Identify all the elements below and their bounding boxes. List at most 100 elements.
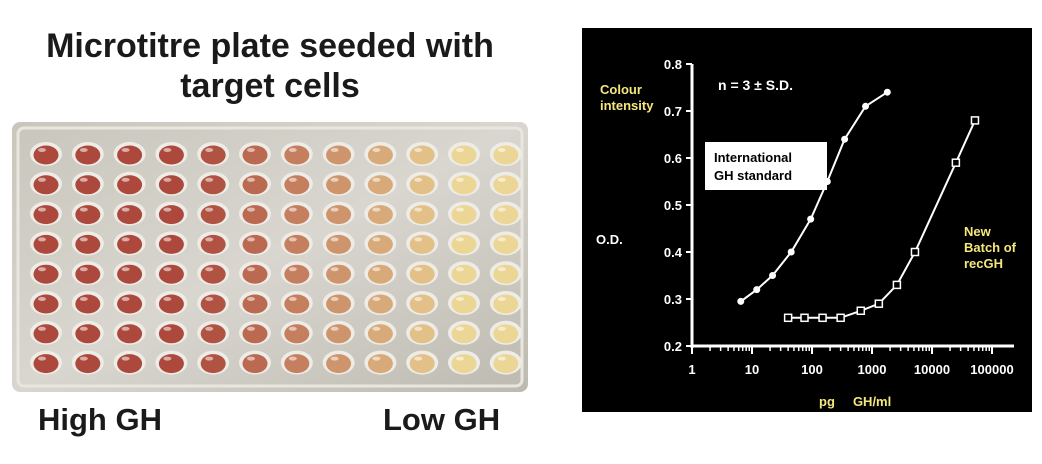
well-highlight: [414, 148, 423, 152]
well: [326, 175, 352, 195]
well: [200, 234, 226, 254]
well-highlight: [247, 297, 255, 301]
caption-low-gh: Low GH: [383, 402, 501, 437]
well: [33, 264, 59, 284]
well: [158, 324, 184, 344]
chart-background: [582, 28, 1032, 412]
plate-title-line-1: Microtitre plate seeded with: [46, 27, 494, 65]
well: [409, 234, 435, 254]
well-highlight: [330, 267, 339, 272]
well: [367, 324, 393, 344]
data-point: [818, 313, 827, 323]
well: [284, 145, 310, 165]
well: [200, 264, 226, 284]
well-highlight: [163, 177, 172, 182]
y-tick-label: 0.5: [664, 198, 682, 213]
y-axis-label: O.D.: [596, 232, 623, 247]
well-highlight: [497, 207, 506, 212]
well: [493, 324, 519, 344]
well: [158, 264, 184, 284]
well-highlight: [330, 297, 339, 301]
well-highlight: [414, 237, 423, 242]
well-highlight: [79, 207, 88, 212]
well: [75, 264, 101, 284]
well-highlight: [121, 237, 130, 242]
well: [158, 294, 184, 314]
well: [158, 234, 184, 254]
well-highlight: [121, 177, 130, 182]
data-point: [787, 248, 795, 256]
well: [200, 145, 226, 165]
well: [242, 234, 268, 254]
well: [284, 205, 310, 225]
well-highlight: [121, 297, 130, 301]
chart-axes: [686, 63, 1014, 354]
well: [493, 264, 519, 284]
well-highlight: [163, 237, 172, 242]
well: [284, 175, 310, 195]
well-highlight: [372, 267, 381, 272]
well-highlight: [288, 326, 297, 331]
well-highlight: [247, 267, 255, 272]
y-tick-labels: 0.2 0.3 0.4 0.5 0.6 0.7 0.8: [664, 57, 683, 354]
well: [117, 205, 143, 225]
well: [409, 294, 435, 314]
well-highlight: [163, 267, 172, 272]
well: [117, 264, 143, 284]
well-highlight: [38, 356, 46, 361]
series-new-batch: [783, 116, 980, 323]
well-highlight: [38, 267, 46, 272]
well-highlight: [79, 326, 88, 331]
data-point: [856, 306, 866, 315]
well: [158, 175, 184, 195]
well: [451, 175, 477, 195]
well-highlight: [205, 148, 214, 152]
well-highlight: [163, 326, 172, 331]
well-highlight: [456, 148, 464, 152]
well: [117, 234, 143, 254]
dose-response-chart: 0.2 0.3 0.4 0.5 0.6 0.7 0.8 1 10 100 1000 10000 100…: [582, 28, 1032, 412]
well-highlight: [372, 297, 381, 301]
well: [367, 145, 393, 165]
well: [493, 294, 519, 314]
well: [117, 294, 143, 314]
well: [367, 354, 393, 374]
well-highlight: [288, 356, 297, 361]
caption-high-gh: High GH: [38, 402, 162, 437]
well-highlight: [372, 148, 381, 152]
well: [117, 324, 143, 344]
well-highlight: [121, 267, 130, 272]
well-highlight: [372, 177, 381, 182]
data-point: [874, 299, 884, 308]
well: [117, 354, 143, 374]
well: [451, 264, 477, 284]
well-highlight: [79, 237, 88, 242]
legend-international-standard: International GH standard: [714, 150, 792, 183]
plate-rim: [16, 126, 524, 388]
well: [33, 294, 59, 314]
well: [493, 145, 519, 165]
well: [451, 234, 477, 254]
x-tick-labels: 1 10 100 1000 10000 100000: [688, 362, 1013, 377]
well-highlight: [205, 177, 214, 182]
well: [158, 354, 184, 374]
well-highlight: [456, 326, 464, 331]
well: [367, 175, 393, 195]
well: [33, 324, 59, 344]
well: [451, 354, 477, 374]
well-highlight: [414, 297, 423, 301]
well: [326, 145, 352, 165]
well: [451, 205, 477, 225]
well-highlight: [163, 297, 172, 301]
data-point: [841, 135, 849, 143]
well: [284, 264, 310, 284]
well-highlight: [372, 326, 381, 331]
well-highlight: [163, 207, 172, 212]
well: [284, 294, 310, 314]
annotation-n: n = 3 ± S.D.: [718, 77, 793, 93]
well: [242, 145, 268, 165]
well-highlight: [247, 237, 255, 242]
well-highlight: [288, 267, 297, 272]
well-highlight: [205, 237, 214, 242]
well: [326, 234, 352, 254]
